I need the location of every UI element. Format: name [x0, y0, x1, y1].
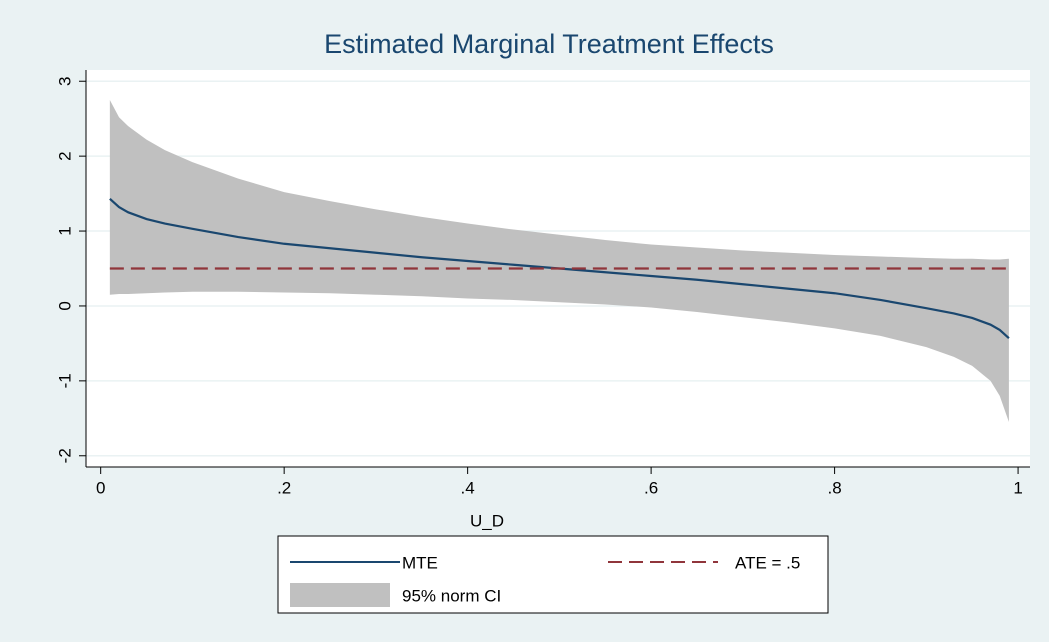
- legend-label: ATE = .5: [735, 553, 800, 572]
- y-tick-label: 2: [55, 151, 74, 160]
- x-tick-label: .2: [277, 478, 291, 497]
- y-tick-label: 0: [55, 301, 74, 310]
- y-tick-label: 3: [55, 77, 74, 86]
- x-axis-label: U_D: [470, 511, 504, 530]
- legend-swatch: [290, 583, 390, 607]
- legend-label: 95% norm CI: [402, 586, 501, 605]
- x-tick-label: 0: [96, 478, 105, 497]
- x-tick-label: .8: [828, 478, 842, 497]
- ci-band: [109, 99, 1009, 423]
- x-tick-label: 1: [1013, 478, 1022, 497]
- y-tick-label: -2: [55, 448, 74, 463]
- y-tick-label: 1: [55, 226, 74, 235]
- legend-label: MTE: [402, 553, 438, 572]
- x-tick-label: .6: [644, 478, 658, 497]
- x-tick-label: .4: [461, 478, 475, 497]
- chart-title: Estimated Marginal Treatment Effects: [324, 29, 774, 59]
- y-tick-label: -1: [55, 373, 74, 388]
